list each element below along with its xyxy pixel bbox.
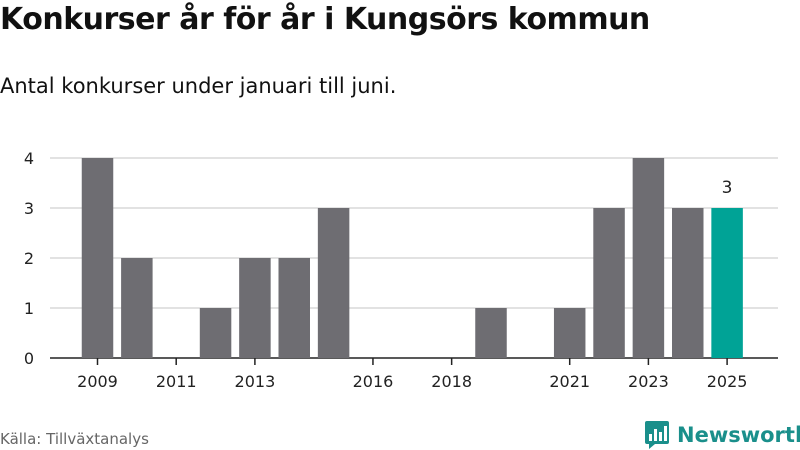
bar-2014 xyxy=(278,258,310,358)
bars xyxy=(81,158,743,358)
bar-2024 xyxy=(672,208,704,358)
y-tick-label-2: 2 xyxy=(24,249,34,268)
bar-2009 xyxy=(81,158,114,358)
x-axis-ticks: 2009 2011 2013 2016 2018 2021 2023 2025 xyxy=(77,358,747,391)
bar-2023 xyxy=(632,158,665,358)
y-tick-label-4: 4 xyxy=(24,149,34,168)
brand-name: Newsworthy xyxy=(677,423,800,447)
bar-chart: 0 1 2 3 4 3 2009 2011 2013 2016 2018 2021 2023 2025 xyxy=(24,149,778,391)
chart-subtitle: Antal konkurser under januari till juni. xyxy=(0,74,397,98)
bar-2013 xyxy=(239,258,271,358)
bar-2021 xyxy=(553,308,586,358)
bar-2010 xyxy=(121,258,153,358)
newsworthy-logo-icon xyxy=(645,421,669,449)
bar-2019 xyxy=(475,308,507,358)
data-labels: 3 xyxy=(722,178,733,198)
y-tick-label-1: 1 xyxy=(24,299,34,318)
x-tick-label-2023: 2023 xyxy=(628,372,669,391)
gridlines xyxy=(50,157,778,359)
source-note: Källa: Tillväxtanalys xyxy=(0,430,149,448)
y-tick-label-3: 3 xyxy=(24,199,34,218)
y-tick-label-0: 0 xyxy=(24,349,34,368)
x-tick-label-2009: 2009 xyxy=(77,372,118,391)
data-label-2025: 3 xyxy=(722,178,733,198)
x-tick-label-2016: 2016 xyxy=(353,372,394,391)
bar-2015 xyxy=(317,208,350,358)
newsworthy-logo: Newsworthy xyxy=(644,420,800,450)
bar-2012 xyxy=(199,308,232,358)
x-tick-label-2018: 2018 xyxy=(431,372,472,391)
bar-2022 xyxy=(593,208,625,358)
x-tick-label-2011: 2011 xyxy=(156,372,197,391)
x-tick-label-2025: 2025 xyxy=(707,372,748,391)
x-tick-label-2021: 2021 xyxy=(549,372,590,391)
chart-title: Konkurser år för år i Kungsörs kommun xyxy=(0,2,650,37)
bar-2025 xyxy=(711,208,743,358)
x-tick-label-2013: 2013 xyxy=(235,372,276,391)
y-axis-ticks: 0 1 2 3 4 xyxy=(24,149,34,368)
